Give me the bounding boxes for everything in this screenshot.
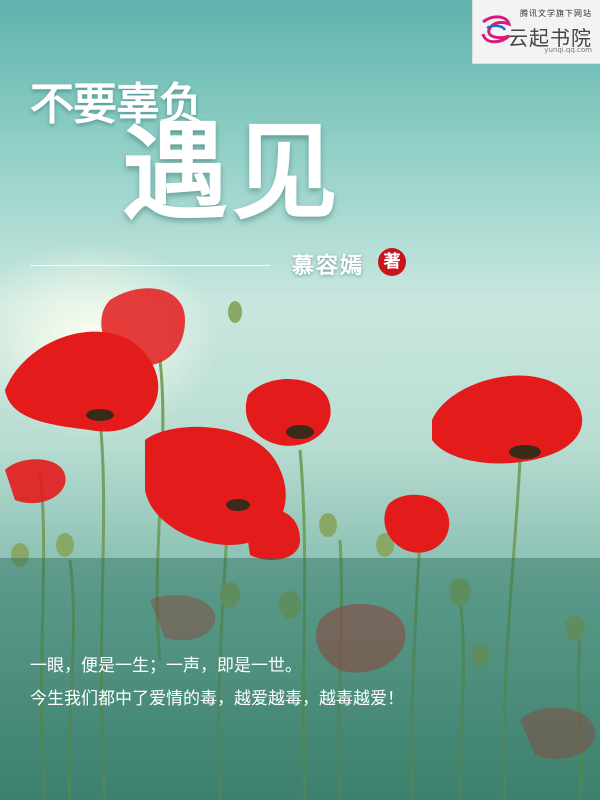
title-divider [30,265,270,266]
synopsis: 一眼，便是一生；一声，即是一世。 今生我们都中了爱情的毒，越爱越毒，越毒越爱！ [30,650,404,716]
synopsis-line-2: 今生我们都中了爱情的毒，越爱越毒，越毒越爱！ [30,689,404,709]
author-name: 慕容嫣 [292,254,365,279]
synopsis-band [0,558,600,800]
logo-tagline: 腾讯文学旗下网站 [520,9,592,18]
title-line-1: 不要辜负 [30,79,203,130]
publisher-logo[interactable]: 腾讯文学旗下网站 云起书院 yunqi.qq.com [472,0,600,64]
author-mark-badge: 著 [378,248,406,276]
logo-url: yunqi.qq.com [544,46,592,54]
logo-name: 云起书院 [508,26,592,50]
yunqi-swirl-icon [481,15,512,44]
synopsis-line-1: 一眼，便是一生；一声，即是一世。 [30,656,302,676]
title-line-2: 遇见 [122,111,342,234]
